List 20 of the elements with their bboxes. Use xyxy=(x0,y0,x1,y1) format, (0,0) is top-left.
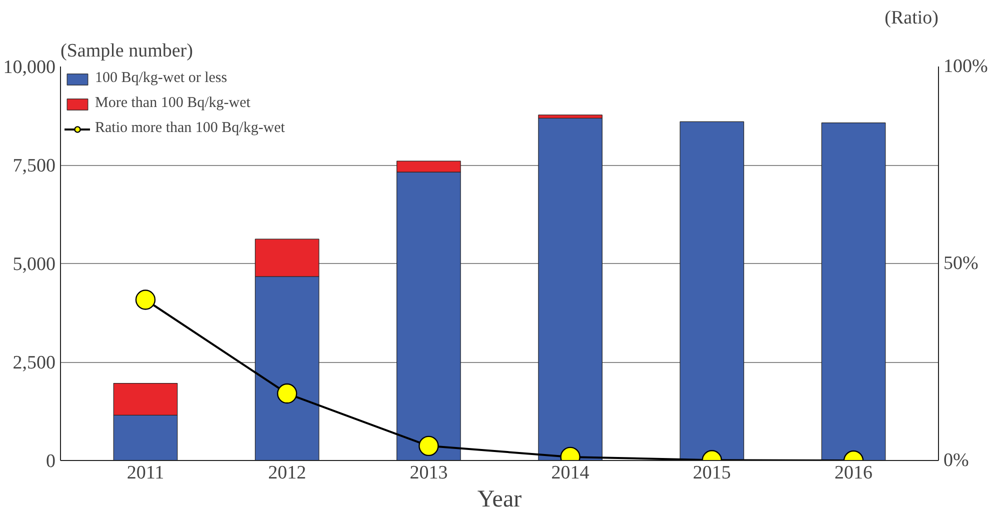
y2-axis-title: (Ratio) xyxy=(884,8,939,28)
y-axis-title: (Sample number) xyxy=(60,40,193,62)
legend-label: More than 100 Bq/kg-wet xyxy=(95,95,250,112)
x-tick-label: 2012 xyxy=(268,462,306,484)
x-tick-label: 2016 xyxy=(834,462,873,484)
x-tick-label: 2013 xyxy=(410,462,448,484)
x-tick-label: 2015 xyxy=(692,462,731,484)
x-tick-label: 2011 xyxy=(126,462,164,484)
x-tick-label: 2014 xyxy=(551,462,590,484)
x-axis-title: Year xyxy=(477,486,522,512)
y2-tick-label: 0% xyxy=(944,450,969,471)
legend-label: 100 Bq/kg-wet or less xyxy=(95,70,228,87)
y-tick-label: 5,000 xyxy=(12,254,56,275)
y-tick-label: 2,500 xyxy=(12,352,56,374)
y-tick-label: 7,500 xyxy=(12,156,56,176)
y-tick-label: 10,000 xyxy=(3,57,56,78)
y2-tick-label: 50% xyxy=(944,253,978,274)
y2-tick-label: 100% xyxy=(944,56,988,77)
y-tick-label: 0 xyxy=(46,451,56,472)
legend-label: Ratio more than 100 Bq/kg-wet xyxy=(95,120,285,137)
